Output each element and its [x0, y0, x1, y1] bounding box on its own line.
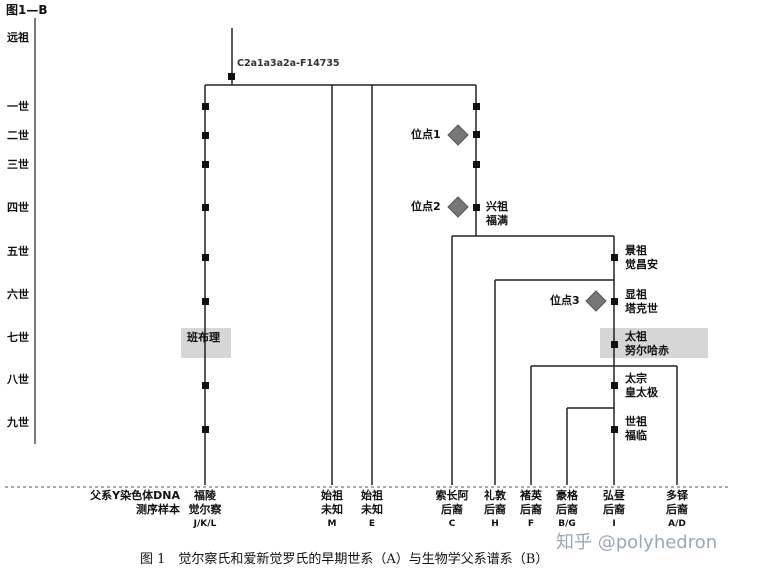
person-title: 显祖 — [625, 288, 647, 301]
node-j-gen2 — [202, 132, 209, 139]
person-shizu: 世祖 福临 — [625, 415, 647, 443]
generation-label: 九世 — [7, 416, 29, 429]
sample-header-line2: 测序样本 — [136, 503, 180, 516]
generation-label: 七世 — [7, 331, 29, 344]
sample-header-line1: 父系Y染色体DNA — [90, 489, 180, 502]
person-name: 福满 — [486, 214, 508, 227]
person-name: 皇太极 — [625, 386, 658, 399]
node-j-gen5 — [202, 254, 209, 261]
sample-m: 始祖 未知 M — [321, 489, 343, 529]
sample-e: 始祖 未知 E — [361, 489, 383, 529]
node-xianzu — [611, 298, 618, 305]
person-name: 努尔哈赤 — [625, 344, 669, 357]
haplogroup-label: C2a1a3a2a-F14735 — [237, 58, 340, 69]
person-name: 觉昌安 — [625, 258, 658, 271]
node-j-gen1 — [202, 103, 209, 110]
node-j-gen8 — [202, 382, 209, 389]
person-title: 景祖 — [625, 244, 647, 257]
generation-label: 二世 — [7, 129, 29, 142]
figure-caption: 图 1 觉尔察氏和爱新觉罗氏的早期世系（A）与生物学父系谱系（B） — [140, 552, 549, 567]
site-label: 位点3 — [550, 294, 580, 307]
person-xianzu: 显祖 塔克世 — [625, 288, 658, 316]
node-a-gen2 — [473, 131, 480, 138]
site-label: 位点1 — [411, 128, 441, 141]
sample-header: 父系Y染色体DNA 测序样本 — [80, 489, 180, 517]
person-title: 兴祖 — [486, 200, 508, 213]
sample-bg: 豪格 后裔 B/G — [556, 489, 578, 529]
node-j-gen4 — [202, 204, 209, 211]
node-shizu — [611, 426, 618, 433]
figure-label: 图1—B — [6, 3, 48, 17]
person-taizong: 太宗 皇太极 — [625, 372, 658, 400]
person-taizu: 太祖 努尔哈赤 — [625, 330, 669, 358]
person-title: 太祖 — [625, 330, 647, 343]
node-taizu — [611, 341, 618, 348]
sample-h: 礼敦 后裔 H — [484, 489, 506, 529]
generation-label: 八世 — [7, 373, 29, 386]
sample-c: 索长阿 后裔 C — [435, 489, 469, 529]
site-label: 位点2 — [411, 200, 441, 213]
node-a-gen4 — [473, 204, 480, 211]
watermark: 知乎 @polyhedron — [556, 532, 718, 553]
person-name: 塔克世 — [625, 302, 658, 315]
person-xingzu: 兴祖 福满 — [486, 200, 508, 228]
person-banbuli: 班布理 — [187, 331, 220, 344]
site3-diamond — [585, 290, 607, 312]
generation-label: 六世 — [7, 288, 29, 301]
sample-ad: 多铎 后裔 A/D — [666, 489, 688, 529]
node-a-gen3 — [473, 161, 480, 168]
site2-diamond — [447, 196, 469, 218]
person-jingzu: 景祖 觉昌安 — [625, 244, 658, 272]
person-title: 世祖 — [625, 415, 647, 428]
generation-label: 四世 — [7, 201, 29, 214]
sample-juercha: 福陵 觉尔察 J/K/L — [188, 489, 222, 529]
site1-diamond — [447, 124, 469, 146]
sample-i: 弘昼 后裔 I — [603, 489, 625, 529]
node-root — [228, 73, 235, 80]
highlight-banbuli — [181, 328, 231, 358]
node-taizong — [611, 382, 618, 389]
generation-label: 一世 — [7, 100, 29, 113]
node-j-gen6 — [202, 298, 209, 305]
node-jingzu — [611, 254, 618, 261]
person-title: 太宗 — [625, 372, 647, 385]
generation-label: 三世 — [7, 158, 29, 171]
sample-f: 褚英 后裔 F — [520, 489, 542, 529]
node-j-gen3 — [202, 161, 209, 168]
node-a-gen1 — [473, 103, 480, 110]
person-name: 福临 — [625, 429, 647, 442]
generation-label: 五世 — [7, 245, 29, 258]
root-label: 远祖 — [7, 31, 29, 44]
node-j-gen9 — [202, 426, 209, 433]
